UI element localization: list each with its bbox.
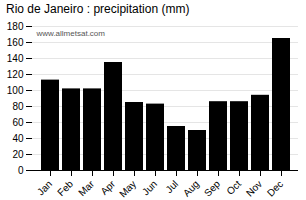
svg-text:Oct: Oct (224, 178, 243, 197)
svg-text:Jun: Jun (140, 178, 159, 197)
svg-text:0: 0 (18, 165, 24, 176)
svg-text:140: 140 (7, 53, 24, 64)
svg-text:80: 80 (12, 101, 24, 112)
svg-text:180: 180 (7, 21, 24, 32)
svg-text:Sep: Sep (202, 178, 223, 199)
svg-text:Feb: Feb (55, 178, 75, 198)
svg-text:Jan: Jan (35, 178, 54, 197)
svg-text:Aug: Aug (181, 178, 201, 198)
svg-text:www.allmetsat.com: www.allmetsat.com (36, 29, 106, 38)
svg-text:120: 120 (7, 69, 24, 80)
svg-text:May: May (117, 178, 138, 199)
svg-text:100: 100 (7, 85, 24, 96)
svg-text:60: 60 (12, 117, 24, 128)
svg-text:20: 20 (12, 149, 24, 160)
svg-text:Jul: Jul (163, 178, 180, 195)
svg-text:40: 40 (12, 133, 24, 144)
svg-text:Dec: Dec (265, 178, 285, 198)
svg-text:Mar: Mar (76, 178, 96, 198)
html-text:Rio de Janeiro : precipitation: Rio de Janeiro : precipitation (mm) (6, 2, 190, 16)
svg-text:160: 160 (7, 37, 24, 48)
svg-text:Nov: Nov (244, 178, 264, 198)
svg-text:Apr: Apr (98, 178, 117, 197)
